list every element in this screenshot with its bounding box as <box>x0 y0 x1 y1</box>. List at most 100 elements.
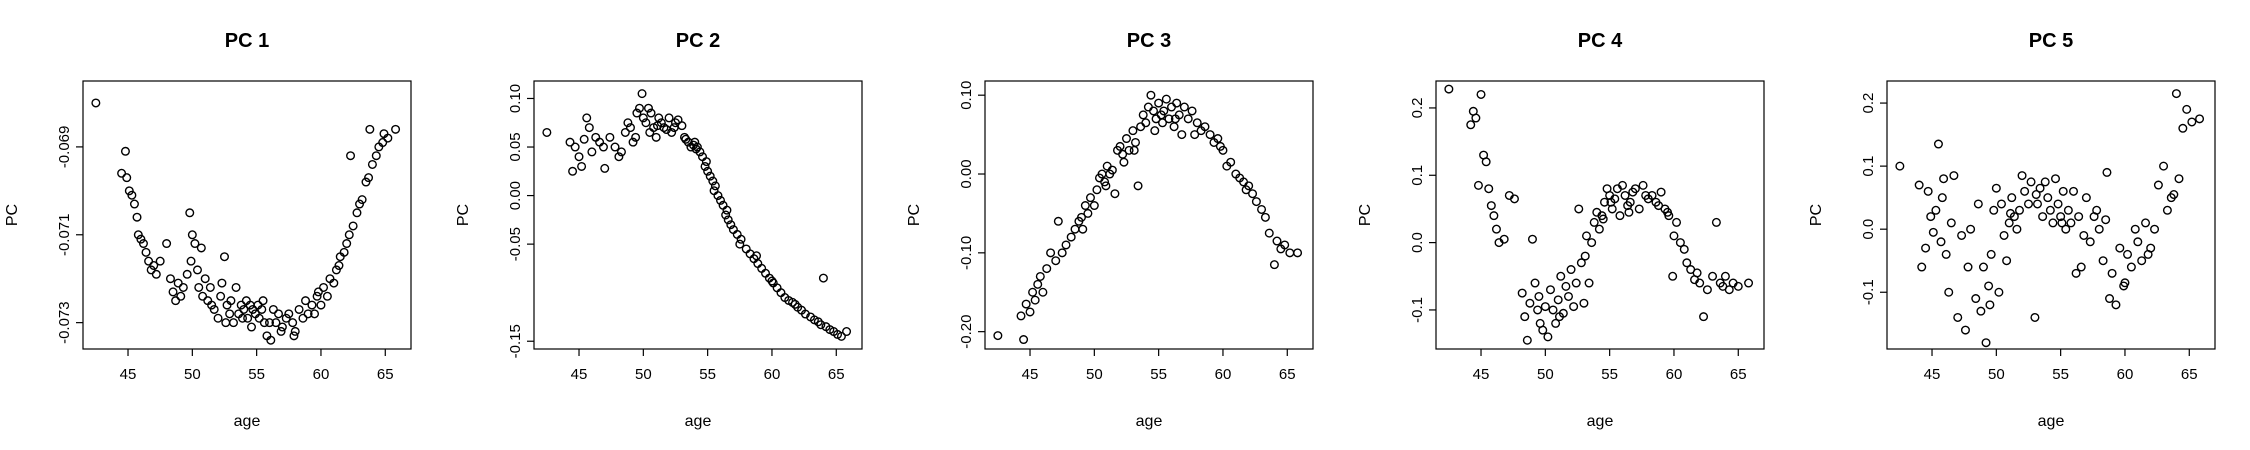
data-point <box>2035 183 2045 193</box>
data-point <box>185 208 195 218</box>
data-point <box>2126 262 2136 272</box>
data-point <box>1733 281 1743 291</box>
data-point <box>735 239 745 249</box>
data-point <box>1159 106 1169 116</box>
x-tick-label: 60 <box>2117 366 2134 383</box>
data-point <box>1598 214 1608 224</box>
data-point <box>371 151 381 161</box>
data-point <box>605 132 615 142</box>
data-point <box>2058 186 2068 196</box>
data-point <box>1656 187 1666 197</box>
data-point <box>151 269 161 279</box>
data-point <box>1654 201 1664 211</box>
data-point <box>127 190 137 200</box>
data-point <box>1190 130 1200 140</box>
data-point <box>1481 157 1491 167</box>
data-point <box>178 282 188 292</box>
data-point <box>842 327 852 337</box>
data-point <box>1177 130 1187 140</box>
data-point <box>616 147 626 157</box>
data-point <box>313 287 323 297</box>
data-point <box>2043 193 2053 203</box>
x-axis-label: age <box>1136 413 1163 430</box>
data-point <box>1946 218 1956 228</box>
data-point <box>1984 281 1994 291</box>
data-point <box>207 300 217 310</box>
data-point <box>1089 201 1099 211</box>
data-point <box>2079 230 2089 240</box>
data-point <box>2002 256 2012 266</box>
data-point <box>1569 302 1579 312</box>
x-tick-label: 55 <box>1601 366 1618 383</box>
data-point <box>1522 335 1532 345</box>
data-point <box>1154 98 1164 108</box>
data-point <box>2004 218 2014 228</box>
data-point <box>1960 325 1970 335</box>
data-point <box>1520 312 1530 322</box>
panel-pc3: PC 3 age PC 45 50 55 60 65 -0.20 -0.10 0.00 0.10 <box>906 30 1314 430</box>
y-tick-label: 0.10 <box>958 81 975 110</box>
data-point <box>1618 180 1628 190</box>
data-point <box>1128 126 1138 136</box>
data-point <box>643 103 653 113</box>
data-point <box>700 161 710 171</box>
data-point <box>1248 189 1258 199</box>
data-point <box>2012 224 2022 234</box>
data-point <box>1083 208 1093 218</box>
data-point <box>1476 89 1486 99</box>
data-point <box>2092 205 2102 215</box>
data-point <box>1092 185 1102 195</box>
data-point <box>1971 294 1981 304</box>
data-point <box>290 326 300 336</box>
data-point <box>752 251 762 261</box>
data-point <box>1141 118 1151 128</box>
data-point <box>1527 234 1537 244</box>
data-point <box>1538 325 1548 335</box>
data-point <box>836 331 846 341</box>
data-point <box>1540 302 1550 312</box>
data-point <box>1102 161 1112 171</box>
y-tick-label: -0.10 <box>958 236 975 270</box>
data-point <box>1030 295 1040 305</box>
data-point <box>788 297 798 307</box>
data-point <box>2130 224 2140 234</box>
data-point <box>1711 217 1721 227</box>
x-tick-label: 45 <box>120 366 137 383</box>
data-point <box>2182 104 2192 114</box>
data-point <box>628 137 638 147</box>
data-point <box>1675 238 1685 248</box>
data-point <box>2143 249 2153 259</box>
data-point <box>247 322 257 332</box>
data-point <box>681 134 691 144</box>
x-tick-label: 65 <box>1279 366 1296 383</box>
data-point <box>339 247 349 257</box>
data-point <box>1133 181 1143 191</box>
data-point <box>2107 268 2117 278</box>
data-point <box>1641 190 1651 200</box>
data-point <box>277 322 287 332</box>
data-point <box>352 208 362 218</box>
data-point <box>1107 165 1117 175</box>
data-point <box>1921 243 1931 253</box>
data-point <box>2020 186 2030 196</box>
y-tick-label: 0.00 <box>958 159 975 188</box>
data-point <box>2105 294 2115 304</box>
data-point <box>651 132 661 142</box>
data-point <box>1682 258 1692 268</box>
data-point <box>1489 211 1499 221</box>
data-point <box>2159 161 2169 171</box>
y-tick-label: -0.15 <box>507 324 524 358</box>
data-point <box>312 291 322 301</box>
data-point <box>1101 181 1111 191</box>
data-point <box>637 89 647 99</box>
data-point <box>579 134 589 144</box>
data-point <box>1285 248 1295 258</box>
data-point <box>623 118 633 128</box>
data-point <box>2111 300 2121 310</box>
y-tick-label: -0.073 <box>56 301 73 344</box>
x-tick-label: 60 <box>764 366 781 383</box>
data-point <box>598 142 608 152</box>
data-point <box>1192 118 1202 128</box>
y-tick-label: -0.071 <box>56 213 73 256</box>
